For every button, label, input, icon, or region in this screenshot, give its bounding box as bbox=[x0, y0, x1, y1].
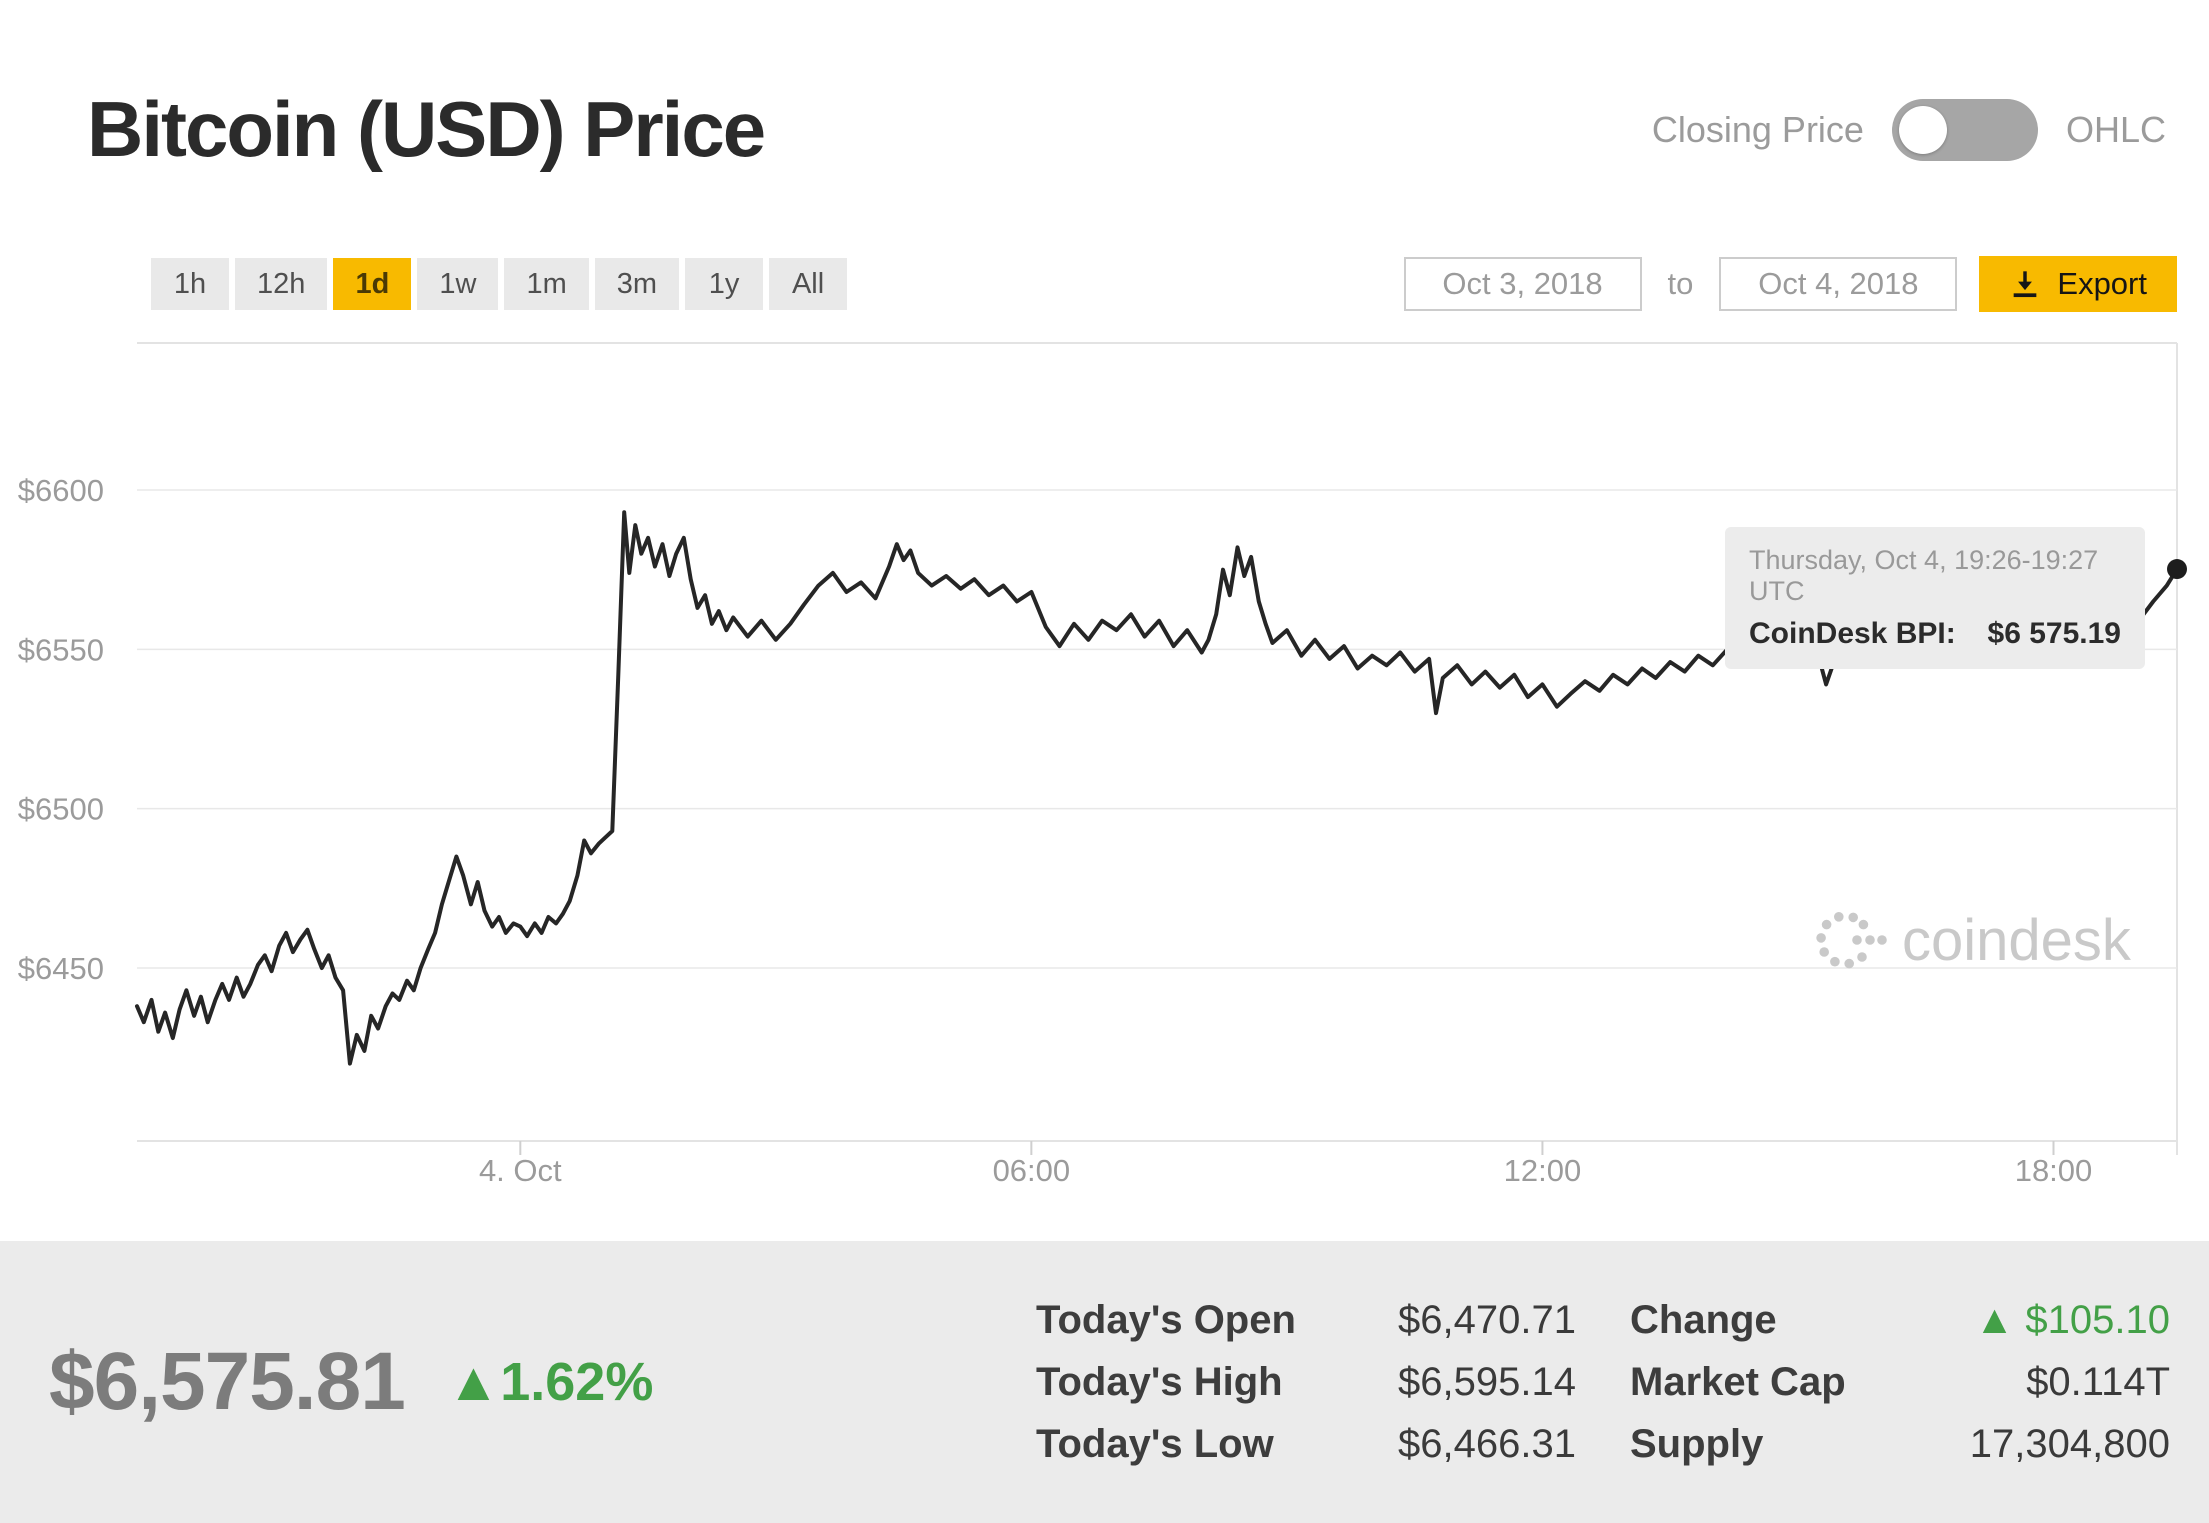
stat-row-high: Today's High $6,595.14 bbox=[1036, 1360, 1576, 1405]
export-button[interactable]: Export bbox=[1979, 256, 2177, 312]
stats-column-right: Change ▲ $105.10 Market Cap $0.114T Supp… bbox=[1630, 1241, 2170, 1523]
range-button-1y[interactable]: 1y bbox=[685, 258, 764, 310]
stat-value-market-cap: $0.114T bbox=[2026, 1359, 2170, 1404]
export-label: Export bbox=[2057, 266, 2147, 301]
stat-label-supply: Supply bbox=[1630, 1421, 1764, 1466]
range-button-1d[interactable]: 1d bbox=[333, 258, 412, 310]
stat-value-supply: 17,304,800 bbox=[1969, 1421, 2170, 1466]
stat-value-low: $6,466.31 bbox=[1398, 1421, 1576, 1466]
toggle-knob bbox=[1898, 105, 1947, 154]
y-axis-label: $6550 bbox=[18, 632, 104, 667]
coindesk-watermark: coindesk bbox=[1812, 905, 2131, 975]
stat-value-open: $6,470.71 bbox=[1398, 1297, 1576, 1342]
range-button-1h[interactable]: 1h bbox=[151, 258, 229, 310]
x-axis-label: 06:00 bbox=[993, 1153, 1071, 1188]
price-ohlc-toggle[interactable] bbox=[1891, 98, 2038, 161]
current-price: $6,575.81 bbox=[49, 1336, 406, 1427]
chart-type-switcher: Closing Price OHLC bbox=[1651, 98, 2166, 161]
stat-label-low: Today's Low bbox=[1036, 1421, 1274, 1466]
range-button-1w[interactable]: 1w bbox=[417, 258, 499, 310]
stat-label-open: Today's Open bbox=[1036, 1297, 1296, 1342]
range-button-1m[interactable]: 1m bbox=[504, 258, 589, 310]
tooltip-timestamp: Thursday, Oct 4, 19:26-19:27 UTC bbox=[1749, 545, 2099, 606]
stat-row-supply: Supply 17,304,800 bbox=[1630, 1422, 2170, 1467]
change-percent: ▲1.62% bbox=[446, 1352, 654, 1412]
stats-footer: $6,575.81 ▲1.62% Today's Open $6,470.71 … bbox=[0, 1241, 2209, 1523]
price-chart[interactable]: $6450 $6500 $6550 $6600 4. Oct 06:00 12:00 18:0… bbox=[0, 342, 2209, 1222]
coindesk-wordmark: coindesk bbox=[1902, 907, 2131, 973]
stat-value-high: $6,595.14 bbox=[1398, 1359, 1576, 1404]
stat-label-change: Change bbox=[1630, 1297, 1777, 1342]
ohlc-label[interactable]: OHLC bbox=[2065, 108, 2166, 150]
stat-value-change: ▲ $105.10 bbox=[1974, 1297, 2170, 1342]
controls-bar: 1h 12h 1d 1w 1m 3m 1y All to Export bbox=[151, 256, 2177, 312]
current-price-group: $6,575.81 ▲1.62% bbox=[49, 1241, 653, 1523]
closing-price-label[interactable]: Closing Price bbox=[1651, 108, 1864, 150]
stat-row-market-cap: Market Cap $0.114T bbox=[1630, 1360, 2170, 1405]
range-selector: 1h 12h 1d 1w 1m 3m 1y All bbox=[151, 258, 848, 310]
latest-price-dot bbox=[2167, 559, 2187, 580]
range-button-12h[interactable]: 12h bbox=[235, 258, 328, 310]
y-axis-label: $6500 bbox=[18, 792, 104, 827]
header: Bitcoin (USD) Price Closing Price OHLC bbox=[87, 84, 2166, 175]
range-button-3m[interactable]: 3m bbox=[594, 258, 680, 310]
stat-row-low: Today's Low $6,466.31 bbox=[1036, 1422, 1576, 1467]
y-axis-label: $6450 bbox=[18, 951, 104, 986]
date-to-input[interactable] bbox=[1719, 257, 1958, 311]
stat-label-market-cap: Market Cap bbox=[1630, 1359, 1846, 1404]
x-axis-label: 4. Oct bbox=[479, 1153, 562, 1188]
coindesk-logo-icon bbox=[1816, 912, 1887, 969]
x-axis-label: 12:00 bbox=[1504, 1153, 1582, 1188]
chart-tooltip: Thursday, Oct 4, 19:26-19:27 UTC CoinDes… bbox=[1725, 527, 2145, 669]
x-axis-label: 18:00 bbox=[2015, 1153, 2093, 1188]
tooltip-price-value: $6 575.19 bbox=[1987, 617, 2121, 650]
stat-row-open: Today's Open $6,470.71 bbox=[1036, 1298, 1576, 1343]
y-axis-label: $6600 bbox=[18, 473, 104, 508]
date-from-input[interactable] bbox=[1403, 257, 1642, 311]
stat-row-change: Change ▲ $105.10 bbox=[1630, 1298, 2170, 1343]
range-button-all[interactable]: All bbox=[769, 258, 848, 310]
download-icon bbox=[2014, 271, 2037, 298]
date-range-controls: to Export bbox=[1403, 256, 2177, 312]
page-title: Bitcoin (USD) Price bbox=[87, 85, 766, 173]
date-range-to-label: to bbox=[1667, 266, 1694, 301]
stat-label-high: Today's High bbox=[1036, 1359, 1283, 1404]
stats-column-left: Today's Open $6,470.71 Today's High $6,5… bbox=[1036, 1241, 1576, 1523]
tooltip-source-label: CoinDesk BPI: bbox=[1749, 617, 1956, 650]
